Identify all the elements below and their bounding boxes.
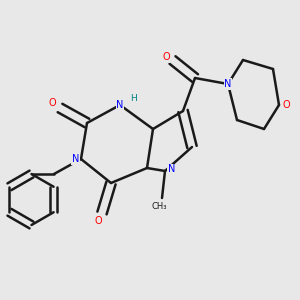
Text: N: N: [224, 79, 232, 89]
Text: O: O: [283, 100, 290, 110]
Text: N: N: [116, 100, 124, 110]
Text: N: N: [168, 164, 175, 175]
Text: CH₃: CH₃: [151, 202, 167, 211]
Text: O: O: [162, 52, 170, 62]
Text: O: O: [94, 216, 102, 226]
Text: N: N: [72, 154, 79, 164]
Text: H: H: [130, 94, 137, 103]
Text: O: O: [49, 98, 56, 109]
